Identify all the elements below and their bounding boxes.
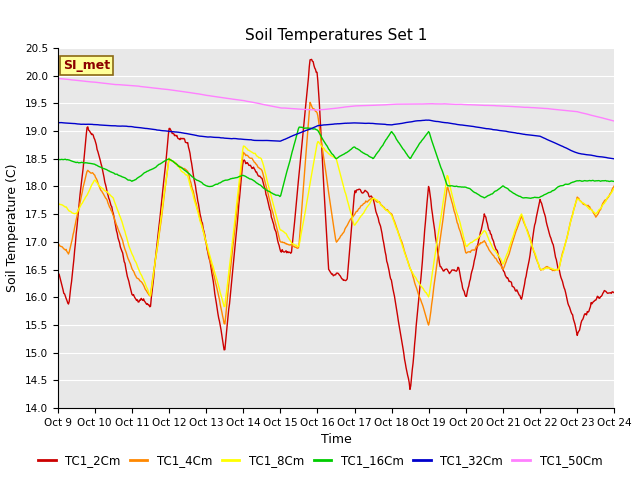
TC1_2Cm xyxy=(406,386,414,392)
TC1_2Cm xyxy=(422,219,429,225)
TC1_50Cm xyxy=(611,118,618,124)
TC1_4Cm xyxy=(404,260,412,266)
TC1_32Cm xyxy=(611,156,618,162)
Y-axis label: Soil Temperature (C): Soil Temperature (C) xyxy=(6,164,19,292)
TC1_2Cm xyxy=(178,136,186,142)
TC1_16Cm xyxy=(178,165,186,170)
TC1_32Cm xyxy=(121,123,129,129)
TC1_32Cm xyxy=(207,134,215,140)
TC1_4Cm xyxy=(54,240,61,245)
TC1_16Cm xyxy=(421,134,429,140)
TC1_2Cm xyxy=(207,264,215,270)
TC1_8Cm xyxy=(64,206,72,212)
TC1_8Cm xyxy=(422,289,429,295)
X-axis label: Time: Time xyxy=(321,433,351,446)
TC1_50Cm xyxy=(178,88,186,94)
Title: Soil Temperatures Set 1: Soil Temperatures Set 1 xyxy=(245,28,427,43)
TC1_32Cm xyxy=(64,120,72,126)
TC1_2Cm xyxy=(64,300,72,306)
TC1_8Cm xyxy=(121,228,129,234)
TC1_50Cm xyxy=(64,76,72,82)
TC1_4Cm xyxy=(121,247,129,252)
TC1_16Cm xyxy=(527,195,534,201)
Legend: TC1_2Cm, TC1_4Cm, TC1_8Cm, TC1_16Cm, TC1_32Cm, TC1_50Cm: TC1_2Cm, TC1_4Cm, TC1_8Cm, TC1_16Cm, TC1… xyxy=(33,449,607,472)
TC1_2Cm xyxy=(54,270,61,276)
TC1_8Cm xyxy=(405,264,413,269)
TC1_16Cm xyxy=(207,183,215,189)
TC1_16Cm xyxy=(404,154,412,159)
TC1_2Cm xyxy=(611,289,618,295)
TC1_8Cm xyxy=(54,200,61,205)
TC1_32Cm xyxy=(54,120,61,126)
TC1_32Cm xyxy=(420,118,428,123)
TC1_16Cm xyxy=(296,124,303,130)
TC1_16Cm xyxy=(121,175,129,180)
Line: TC1_2Cm: TC1_2Cm xyxy=(58,60,614,389)
Line: TC1_8Cm: TC1_8Cm xyxy=(58,142,614,307)
TC1_4Cm xyxy=(178,165,186,170)
TC1_4Cm xyxy=(64,250,72,255)
TC1_16Cm xyxy=(611,179,618,184)
TC1_4Cm xyxy=(306,99,314,105)
TC1_16Cm xyxy=(54,156,61,162)
Text: SI_met: SI_met xyxy=(63,59,110,72)
TC1_2Cm xyxy=(308,57,316,62)
Line: TC1_32Cm: TC1_32Cm xyxy=(58,120,614,159)
TC1_50Cm xyxy=(121,82,129,88)
TC1_8Cm xyxy=(178,168,186,174)
TC1_32Cm xyxy=(404,120,412,125)
TC1_2Cm xyxy=(121,260,129,266)
TC1_50Cm xyxy=(207,93,215,99)
TC1_32Cm xyxy=(422,117,430,123)
TC1_50Cm xyxy=(404,101,412,107)
Line: TC1_50Cm: TC1_50Cm xyxy=(58,79,614,121)
TC1_8Cm xyxy=(220,304,228,310)
Line: TC1_16Cm: TC1_16Cm xyxy=(58,127,614,198)
TC1_8Cm xyxy=(611,185,618,191)
TC1_4Cm xyxy=(425,322,433,328)
TC1_50Cm xyxy=(420,101,428,107)
TC1_50Cm xyxy=(54,76,61,82)
TC1_32Cm xyxy=(178,130,186,136)
TC1_4Cm xyxy=(207,261,215,266)
TC1_4Cm xyxy=(421,309,429,314)
TC1_8Cm xyxy=(207,257,215,263)
TC1_16Cm xyxy=(64,157,72,163)
TC1_4Cm xyxy=(611,183,618,189)
TC1_8Cm xyxy=(314,139,322,144)
Line: TC1_4Cm: TC1_4Cm xyxy=(58,102,614,325)
TC1_2Cm xyxy=(404,375,412,381)
